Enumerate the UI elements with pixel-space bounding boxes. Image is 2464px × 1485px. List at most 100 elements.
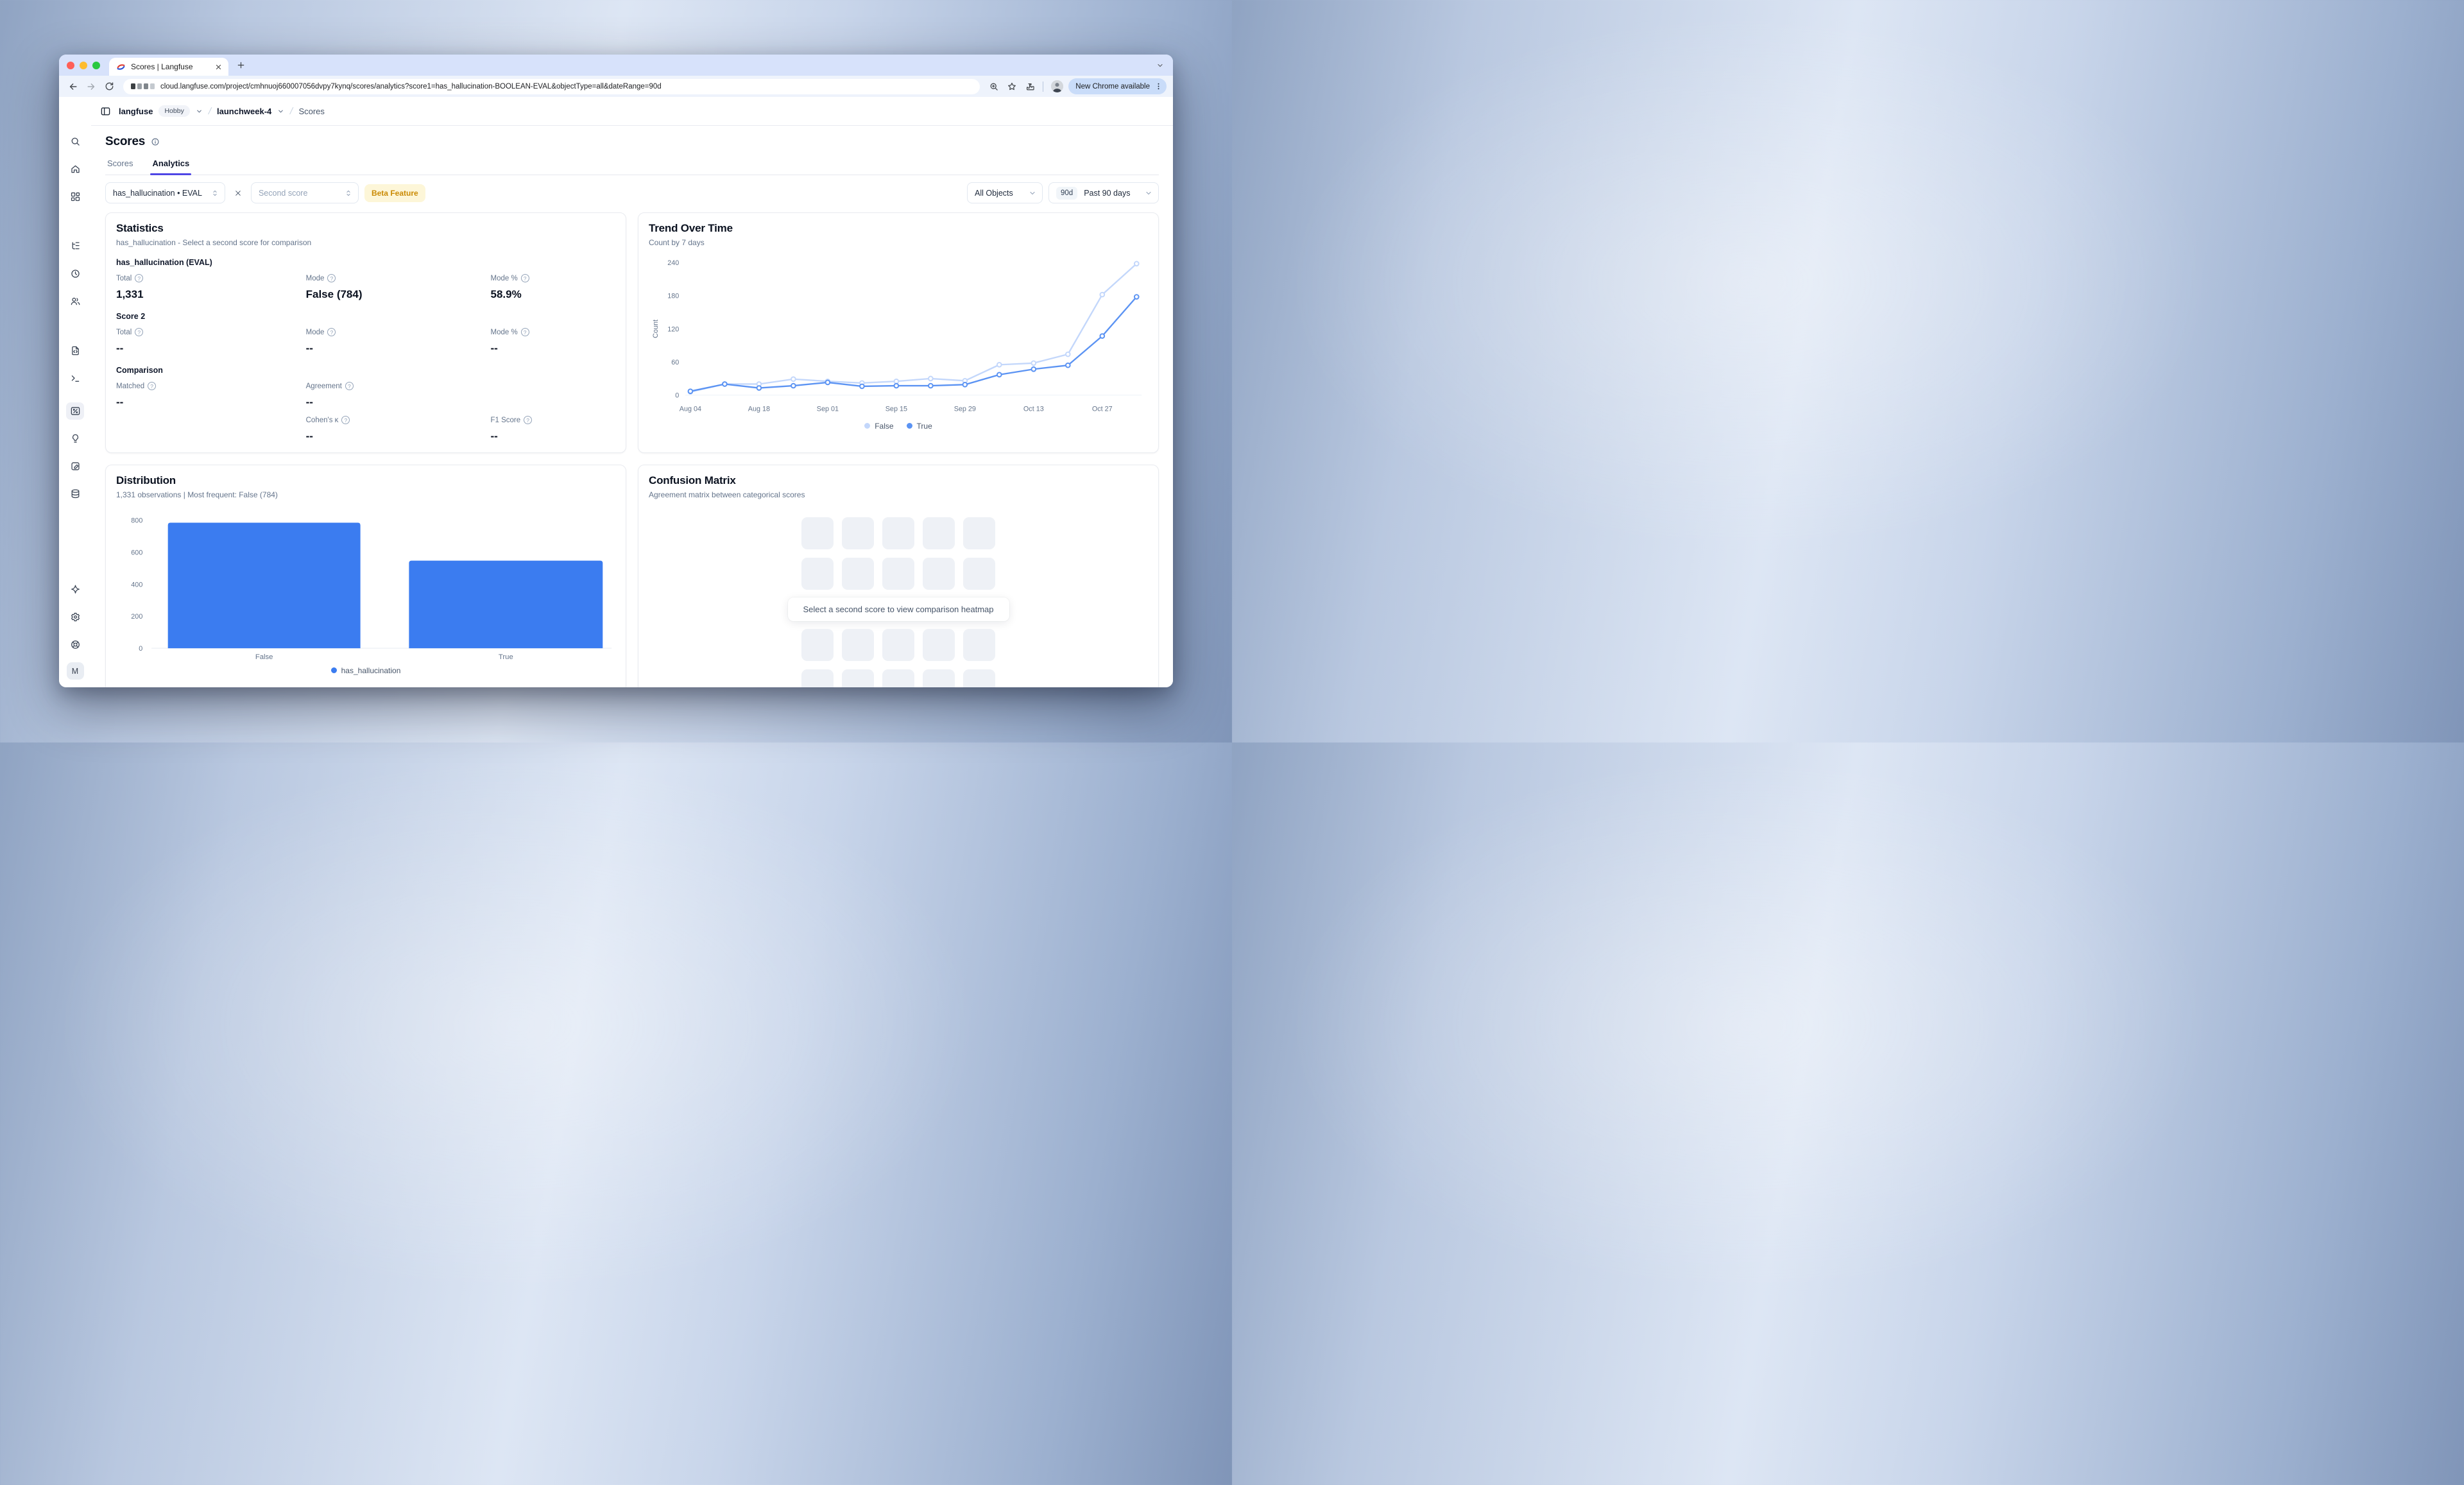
stat-section-title: Score 2 bbox=[116, 312, 146, 321]
sidebar-item-support[interactable] bbox=[66, 636, 84, 653]
svg-text:600: 600 bbox=[131, 549, 142, 556]
breadcrumb-org[interactable]: langfuse bbox=[119, 106, 153, 116]
heatmap-placeholder-cell bbox=[923, 558, 955, 590]
heatmap-placeholder-cell bbox=[801, 517, 834, 549]
browser-menu-kebab-icon[interactable] bbox=[1152, 80, 1165, 93]
stat-cell: Matched? -- bbox=[116, 382, 306, 409]
stat-section: has_hallucination (EVAL) Total? 1,331 Mode?… bbox=[116, 258, 615, 301]
sidebar-item-upgrade[interactable] bbox=[66, 581, 84, 598]
svg-text:800: 800 bbox=[131, 517, 142, 524]
tab-search-chevron-icon[interactable] bbox=[1156, 62, 1164, 69]
project-chevron-down-icon[interactable] bbox=[277, 108, 284, 115]
zoom-page-icon[interactable] bbox=[986, 79, 1002, 94]
statistics-title: Statistics bbox=[116, 222, 164, 234]
stat-value: -- bbox=[305, 396, 313, 408]
sidebar-item-search[interactable] bbox=[66, 133, 84, 150]
help-icon[interactable]: ? bbox=[341, 416, 350, 424]
help-icon[interactable]: ? bbox=[345, 382, 354, 390]
stat-label: Agreement? bbox=[306, 382, 491, 390]
profile-avatar[interactable] bbox=[1051, 80, 1064, 92]
forward-button[interactable] bbox=[83, 79, 99, 94]
bookmark-star-icon[interactable] bbox=[1004, 79, 1020, 94]
distribution-legend: has_hallucination bbox=[116, 666, 615, 675]
statistics-subtitle: has_hallucination - Select a second scor… bbox=[116, 238, 312, 247]
reload-button[interactable] bbox=[101, 79, 117, 94]
help-icon[interactable]: ? bbox=[148, 382, 157, 390]
stat-value: -- bbox=[490, 430, 498, 442]
help-icon[interactable]: ? bbox=[520, 274, 529, 282]
address-bar[interactable]: cloud.langfuse.com/project/cmhnuoj660007… bbox=[123, 78, 980, 94]
filters-row: has_hallucination • EVAL Second score bbox=[105, 182, 1159, 203]
sidebar-item-dashboards[interactable] bbox=[66, 188, 84, 205]
svg-text:120: 120 bbox=[667, 325, 679, 333]
help-icon[interactable]: ? bbox=[520, 328, 529, 336]
object-type-select[interactable]: All Objects bbox=[967, 182, 1043, 203]
stat-section: Score 2 Total? -- Mode? -- Mode %? -- bbox=[116, 312, 615, 355]
sidebar-item-tracing[interactable] bbox=[66, 237, 84, 255]
close-window-button[interactable] bbox=[67, 61, 74, 69]
stat-section: Comparison Matched? -- Agreement? -- Cohen's … bbox=[116, 366, 615, 443]
breadcrumb-separator: / bbox=[289, 105, 295, 117]
tab-title: Scores | Langfuse bbox=[131, 62, 193, 71]
sidebar-item-users[interactable] bbox=[66, 293, 84, 310]
trend-title: Trend Over Time bbox=[649, 222, 733, 234]
date-range-select[interactable]: 90d Past 90 days bbox=[1048, 182, 1159, 203]
sidebar-item-prompts[interactable] bbox=[66, 342, 84, 359]
stat-cell: Mode? -- bbox=[306, 328, 491, 355]
tab-close-icon[interactable] bbox=[213, 62, 223, 72]
tab-analytics[interactable]: Analytics bbox=[150, 157, 192, 175]
confusion-placeholder-grid bbox=[801, 517, 995, 590]
heatmap-placeholder-cell bbox=[842, 558, 874, 590]
sidebar-toggle-icon[interactable] bbox=[98, 103, 113, 119]
score2-select[interactable]: Second score bbox=[250, 182, 359, 203]
distribution-subtitle: 1,331 observations | Most frequent: Fals… bbox=[116, 490, 278, 499]
help-icon[interactable]: ? bbox=[135, 274, 144, 282]
site-info-blurred-icon[interactable] bbox=[131, 83, 155, 89]
plan-badge: Hobby bbox=[158, 105, 190, 117]
stat-cell: Total? 1,331 bbox=[116, 274, 306, 301]
sidebar-item-scores[interactable] bbox=[66, 402, 84, 420]
maximize-window-button[interactable] bbox=[92, 61, 100, 69]
stat-cell: Mode %? -- bbox=[490, 328, 615, 355]
sidebar-item-home[interactable] bbox=[66, 160, 84, 178]
heatmap-placeholder-cell bbox=[882, 558, 914, 590]
url-text[interactable]: cloud.langfuse.com/project/cmhnuoj660007… bbox=[160, 82, 662, 90]
range-label: Past 90 days bbox=[1084, 188, 1131, 198]
breadcrumb-project[interactable]: launchweek-4 bbox=[217, 106, 272, 116]
chrome-update-pill[interactable]: New Chrome available bbox=[1068, 78, 1167, 94]
help-icon[interactable]: ? bbox=[327, 328, 336, 336]
svg-text:0: 0 bbox=[675, 392, 679, 400]
clear-score1-button[interactable] bbox=[231, 186, 245, 200]
back-button[interactable] bbox=[65, 79, 81, 94]
stat-cell bbox=[116, 416, 306, 443]
sidebar-item-database[interactable] bbox=[66, 485, 84, 502]
sidebar-item-settings[interactable] bbox=[66, 608, 84, 626]
stat-section-title: has_hallucination (EVAL) bbox=[116, 258, 212, 267]
stat-label: Matched? bbox=[116, 382, 306, 390]
page-content: Scores Scores Analytics has_hallucinatio… bbox=[91, 126, 1173, 687]
svg-text:Oct 13: Oct 13 bbox=[1023, 405, 1044, 412]
info-icon[interactable] bbox=[151, 137, 160, 146]
extensions-puzzle-icon[interactable] bbox=[1022, 79, 1038, 94]
help-icon[interactable]: ? bbox=[524, 416, 533, 424]
svg-text:180: 180 bbox=[667, 293, 679, 300]
sidebar-item-sessions[interactable] bbox=[66, 265, 84, 282]
help-icon[interactable]: ? bbox=[135, 328, 144, 336]
sidebar-item-datasets[interactable] bbox=[66, 458, 84, 475]
new-tab-button[interactable] bbox=[232, 57, 249, 74]
sidebar-item-playground[interactable] bbox=[66, 370, 84, 387]
score1-select[interactable]: has_hallucination • EVAL bbox=[105, 182, 225, 203]
tab-scores[interactable]: Scores bbox=[107, 159, 133, 168]
stat-value: -- bbox=[116, 396, 124, 408]
org-chevron-down-icon[interactable] bbox=[196, 108, 203, 115]
help-icon[interactable]: ? bbox=[327, 274, 336, 282]
svg-text:400: 400 bbox=[131, 581, 142, 588]
legend-item-true: True bbox=[906, 422, 932, 431]
svg-text:Sep 15: Sep 15 bbox=[886, 405, 907, 412]
minimize-window-button[interactable] bbox=[80, 61, 87, 69]
browser-tab[interactable]: Scores | Langfuse bbox=[109, 58, 228, 76]
stat-label: Cohen's κ? bbox=[306, 416, 491, 424]
chrome-update-label: New Chrome available bbox=[1075, 82, 1150, 90]
sidebar-item-evaluation[interactable] bbox=[66, 430, 84, 447]
user-avatar[interactable]: M bbox=[66, 662, 84, 680]
